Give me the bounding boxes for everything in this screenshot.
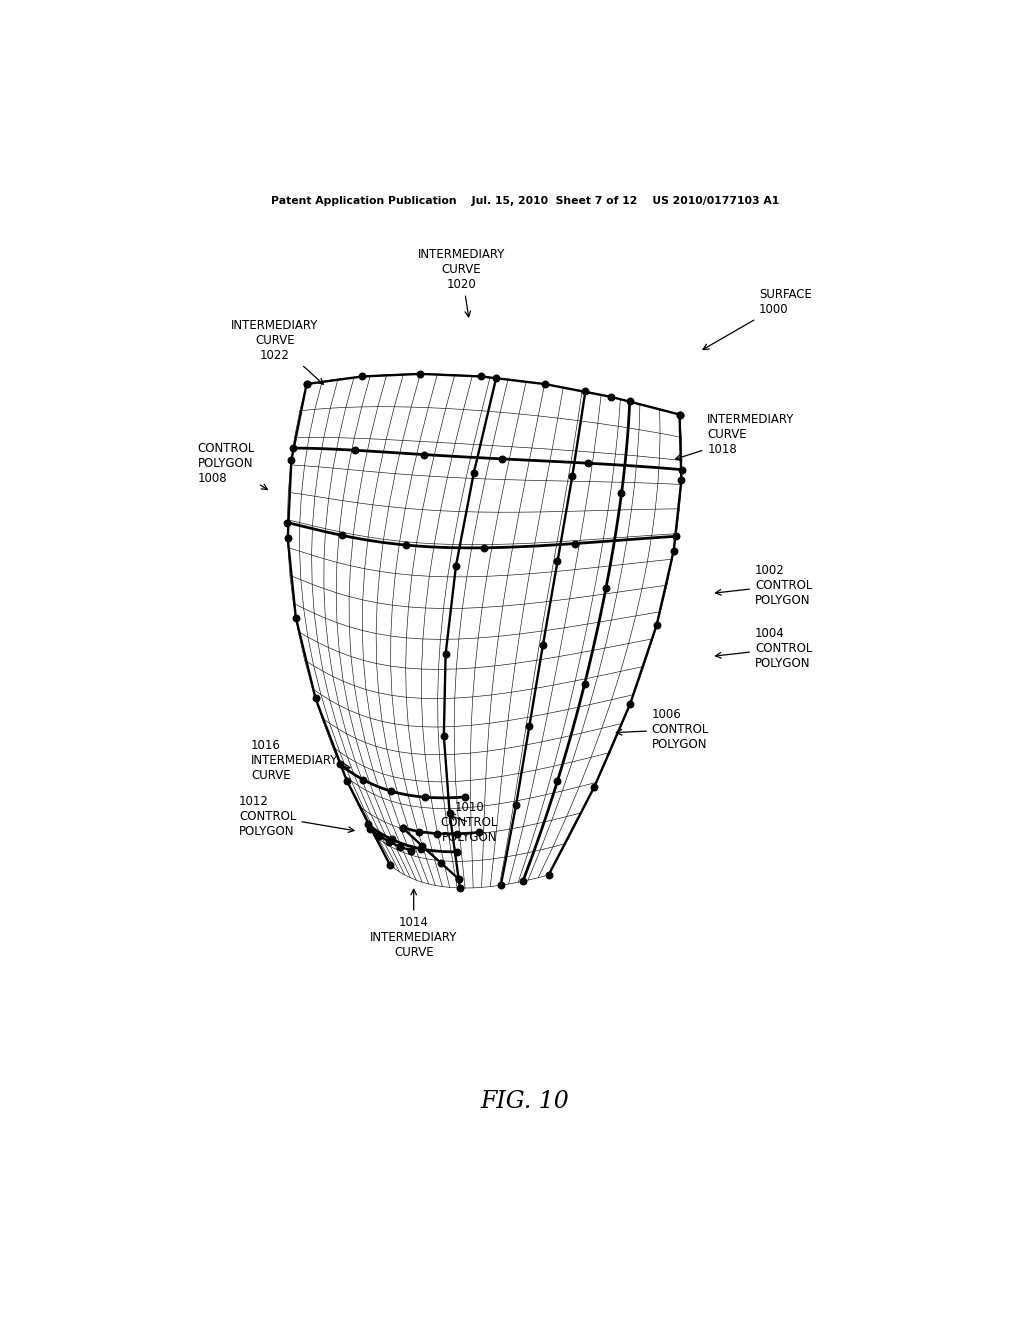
Point xyxy=(549,550,565,572)
Text: INTERMEDIARY
CURVE
1020: INTERMEDIARY CURVE 1020 xyxy=(418,248,505,317)
Point xyxy=(362,818,379,840)
Point xyxy=(381,832,397,853)
Point xyxy=(450,824,466,845)
Point xyxy=(359,813,376,834)
Point xyxy=(541,865,557,886)
Point xyxy=(598,578,614,599)
Point xyxy=(521,715,538,737)
Point xyxy=(578,380,594,401)
Text: Patent Application Publication    Jul. 15, 2010  Sheet 7 of 12    US 2010/017710: Patent Application Publication Jul. 15, … xyxy=(270,197,779,206)
Point xyxy=(429,822,445,843)
Point xyxy=(668,525,684,546)
Point xyxy=(394,817,411,838)
Point xyxy=(416,444,432,465)
Point xyxy=(648,615,665,636)
Point xyxy=(284,450,300,471)
Point xyxy=(382,854,398,875)
Point xyxy=(391,836,408,857)
Point xyxy=(466,462,482,483)
Point xyxy=(488,367,505,388)
Point xyxy=(441,803,458,824)
Point xyxy=(411,821,427,842)
Point xyxy=(280,528,296,549)
Point xyxy=(674,459,690,480)
Point xyxy=(435,726,452,747)
Point xyxy=(602,387,618,408)
Point xyxy=(433,853,450,874)
Point xyxy=(447,556,464,577)
Point xyxy=(508,795,524,816)
Point xyxy=(549,771,565,792)
Point xyxy=(332,754,348,775)
Point xyxy=(347,440,364,461)
Point xyxy=(577,673,593,694)
Point xyxy=(672,404,688,425)
Text: CONTROL
POLYGON
1008: CONTROL POLYGON 1008 xyxy=(198,442,267,490)
Point xyxy=(339,771,355,792)
Point xyxy=(473,366,489,387)
Point xyxy=(354,366,371,387)
Point xyxy=(394,817,411,838)
Point xyxy=(564,466,581,487)
Point xyxy=(666,540,682,561)
Point xyxy=(613,483,630,504)
Point xyxy=(457,787,473,808)
Point xyxy=(334,525,350,546)
Point xyxy=(622,693,638,714)
Point xyxy=(586,777,602,799)
Text: 1010
CONTROL
POLYGON: 1010 CONTROL POLYGON xyxy=(440,801,498,843)
Point xyxy=(298,374,314,395)
Point xyxy=(417,787,433,808)
Point xyxy=(414,836,430,857)
Point xyxy=(672,404,688,425)
Text: 1002
CONTROL
POLYGON: 1002 CONTROL POLYGON xyxy=(716,564,812,607)
Point xyxy=(449,841,465,862)
Point xyxy=(622,391,638,412)
Point xyxy=(413,838,429,859)
Point xyxy=(412,363,428,384)
Point xyxy=(372,825,388,846)
Point xyxy=(475,537,492,558)
Text: 1004
CONTROL
POLYGON: 1004 CONTROL POLYGON xyxy=(716,627,812,669)
Point xyxy=(673,470,689,491)
Point xyxy=(403,840,420,861)
Point xyxy=(288,607,304,628)
Text: 1012
CONTROL
POLYGON: 1012 CONTROL POLYGON xyxy=(240,795,354,837)
Point xyxy=(307,688,324,709)
Text: 1014
INTERMEDIARY
CURVE: 1014 INTERMEDIARY CURVE xyxy=(370,890,458,958)
Point xyxy=(493,875,509,896)
Text: SURFACE
1000: SURFACE 1000 xyxy=(703,288,812,350)
Point xyxy=(566,533,583,554)
Point xyxy=(451,869,467,890)
Point xyxy=(383,829,399,850)
Point xyxy=(580,453,596,474)
Text: FIG. 10: FIG. 10 xyxy=(480,1090,569,1113)
Point xyxy=(535,635,551,656)
Point xyxy=(285,437,301,458)
Text: INTERMEDIARY
CURVE
1018: INTERMEDIARY CURVE 1018 xyxy=(676,413,795,459)
Point xyxy=(383,780,399,801)
Point xyxy=(398,535,415,556)
Text: INTERMEDIARY
CURVE
1022: INTERMEDIARY CURVE 1022 xyxy=(231,318,324,384)
Text: 1016
INTERMEDIARY
CURVE: 1016 INTERMEDIARY CURVE xyxy=(251,739,350,781)
Point xyxy=(537,374,553,395)
Point xyxy=(298,374,314,395)
Point xyxy=(437,644,454,665)
Point xyxy=(515,871,531,892)
Text: 1006
CONTROL
POLYGON: 1006 CONTROL POLYGON xyxy=(616,708,710,751)
Point xyxy=(280,512,296,533)
Point xyxy=(471,822,487,843)
Point xyxy=(494,449,510,470)
Point xyxy=(354,770,371,791)
Point xyxy=(452,878,468,899)
